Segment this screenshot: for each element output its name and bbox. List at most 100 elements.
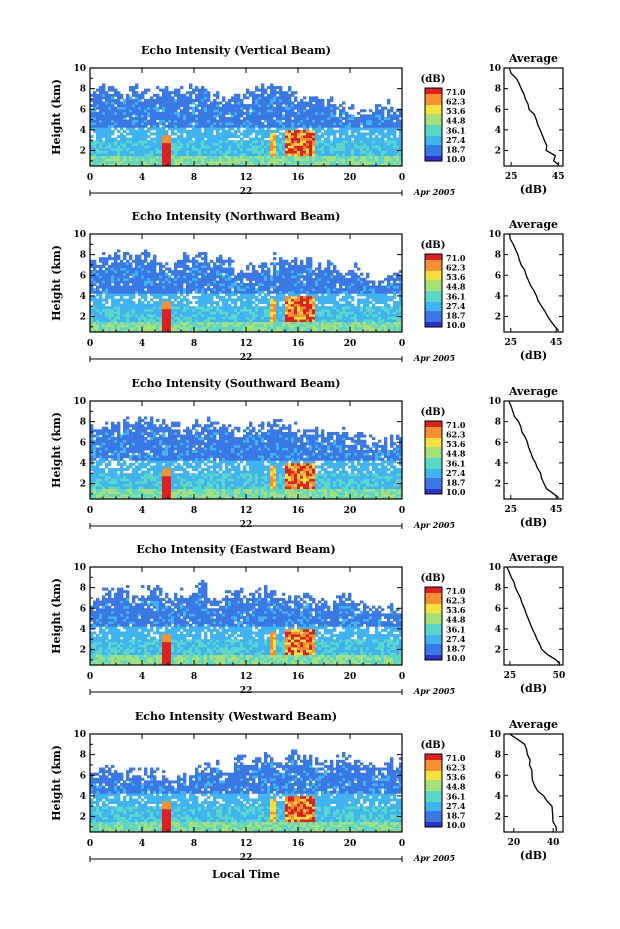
heatmap-cell bbox=[198, 140, 202, 144]
heatmap-cell bbox=[333, 326, 337, 330]
heatmap-cell bbox=[117, 329, 121, 333]
heatmap-cell bbox=[159, 264, 163, 268]
heatmap-cell bbox=[273, 124, 277, 128]
heatmap-cell bbox=[234, 293, 238, 297]
heatmap-cell bbox=[141, 91, 145, 95]
heatmap-cell bbox=[264, 114, 268, 118]
heatmap-cell bbox=[183, 272, 187, 276]
heatmap-cell bbox=[165, 111, 169, 115]
heatmap-cell bbox=[159, 301, 163, 305]
heatmap-cell bbox=[153, 114, 157, 118]
heatmap-cell bbox=[144, 285, 148, 289]
heatmap-cell bbox=[105, 283, 109, 286]
heatmap-cell bbox=[99, 293, 103, 297]
heatmap-cell bbox=[315, 98, 319, 102]
heatmap-cell bbox=[102, 272, 106, 276]
heatmap-cell bbox=[216, 137, 220, 141]
heatmap-cell bbox=[282, 321, 286, 325]
heatmap-cell bbox=[315, 132, 319, 136]
heatmap-cell bbox=[246, 145, 250, 149]
heatmap-cell bbox=[114, 326, 118, 330]
heatmap-cell bbox=[96, 93, 100, 97]
heatmap-cell bbox=[318, 277, 322, 281]
heatmap-cell bbox=[144, 270, 148, 274]
heatmap-cell bbox=[183, 277, 187, 281]
x-tick-label: 12 bbox=[240, 173, 253, 183]
heatmap-cell bbox=[198, 142, 202, 146]
heatmap-cell bbox=[384, 135, 388, 139]
heatmap-cell bbox=[213, 324, 217, 328]
heatmap-cell bbox=[156, 135, 160, 139]
heatmap-cell bbox=[216, 308, 220, 312]
heatmap-cell bbox=[396, 127, 400, 131]
heatmap-cell bbox=[162, 283, 166, 286]
heatmap-cell bbox=[318, 163, 322, 167]
heatmap-cell bbox=[105, 119, 109, 123]
heatmap-cell bbox=[222, 124, 226, 128]
heatmap-cell bbox=[99, 114, 103, 118]
heatmap-cell bbox=[237, 93, 241, 97]
heatmap-cell bbox=[102, 124, 106, 128]
heatmap-cell bbox=[177, 262, 181, 266]
heatmap-cell bbox=[261, 98, 265, 102]
heatmap-cell bbox=[126, 96, 130, 100]
heatmap-cell bbox=[264, 158, 268, 162]
heatmap-cell bbox=[342, 303, 346, 307]
heatmap-cell bbox=[189, 319, 193, 323]
heatmap-cell bbox=[255, 140, 259, 144]
heatmap-cell bbox=[234, 160, 238, 164]
heatmap-cell bbox=[330, 301, 334, 305]
heatmap-cell bbox=[243, 321, 247, 325]
heatmap-cell bbox=[240, 104, 244, 108]
heatmap-cell bbox=[141, 155, 145, 159]
heatmap-cell bbox=[201, 111, 205, 115]
heatmap-cell bbox=[225, 303, 229, 307]
heatmap-cell bbox=[210, 293, 214, 297]
heatmap-cell bbox=[333, 140, 337, 144]
heatmap-cell bbox=[156, 122, 160, 126]
heatmap-cell bbox=[270, 326, 274, 330]
heatmap-cell bbox=[171, 295, 175, 299]
heatmap-cell bbox=[171, 106, 175, 110]
heatmap-cell bbox=[291, 111, 295, 115]
heatmap-cell bbox=[267, 93, 271, 97]
heatmap-cell bbox=[228, 147, 232, 151]
heatmap-cell bbox=[105, 280, 109, 284]
heatmap-cell bbox=[174, 288, 178, 292]
heatmap-cell bbox=[138, 140, 142, 144]
heatmap-cell bbox=[120, 319, 124, 323]
heatmap-cell bbox=[258, 122, 262, 126]
heatmap-cell bbox=[183, 257, 187, 261]
heatmap-cell bbox=[291, 319, 295, 323]
heatmap-cell bbox=[138, 98, 142, 102]
heatmap-cell bbox=[141, 158, 145, 162]
heatmap-cell bbox=[162, 155, 166, 159]
heatmap-cell bbox=[309, 119, 313, 123]
heatmap-cell bbox=[306, 147, 310, 151]
heatmap-cell bbox=[102, 259, 106, 263]
heatmap-cell bbox=[246, 119, 250, 123]
heatmap-cell bbox=[225, 272, 229, 276]
heatmap-cell bbox=[324, 163, 328, 167]
heatmap-cell bbox=[225, 270, 229, 274]
heatmap-cell bbox=[372, 114, 376, 118]
heatmap-cell bbox=[279, 264, 283, 268]
heatmap-cell bbox=[138, 259, 142, 263]
heatmap-cell bbox=[345, 119, 349, 123]
heatmap-cell bbox=[189, 91, 193, 95]
heatmap-cell bbox=[339, 288, 343, 292]
heatmap-cells bbox=[90, 83, 403, 167]
heatmap-cell bbox=[234, 117, 238, 120]
heatmap-cell bbox=[390, 150, 394, 154]
heatmap-cell bbox=[174, 98, 178, 102]
heatmap-cell bbox=[222, 303, 226, 307]
heatmap-cell bbox=[249, 311, 253, 315]
heatmap-cell bbox=[174, 106, 178, 110]
heatmap-cell bbox=[126, 98, 130, 102]
heatmap-cell bbox=[216, 303, 220, 307]
heatmap-cell bbox=[198, 264, 202, 268]
heatmap-cell bbox=[297, 150, 301, 154]
heatmap-cell bbox=[144, 119, 148, 123]
heatmap-cell bbox=[237, 158, 241, 162]
heatmap-cell bbox=[285, 140, 289, 144]
